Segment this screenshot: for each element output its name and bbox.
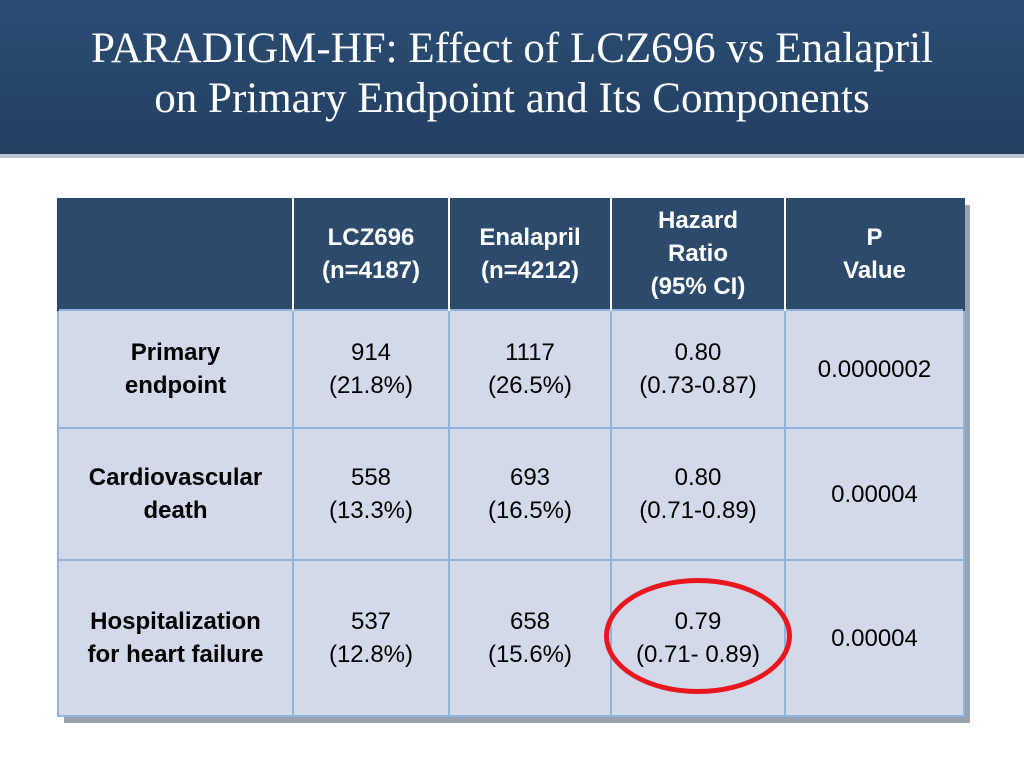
title-line-1: PARADIGM-HF: Effect of LCZ696 vs Enalapr…: [90, 25, 933, 72]
enalapril-count: 693: [509, 464, 551, 491]
header-enalapril-n: (n=4212): [480, 256, 580, 284]
row-label-line-2: endpoint: [124, 372, 227, 399]
row-label-line-2: death: [143, 497, 208, 524]
header-hazard-ratio-line-3: (95% CI): [650, 273, 746, 300]
title-line-2: on Primary Endpoint and Its Components: [154, 75, 870, 122]
hazard-ratio-ci: (0.71-0.89): [639, 497, 757, 524]
enalapril-cell: 1117 (26.5%): [448, 309, 612, 429]
header-lcz696: LCZ696 (n=4187): [292, 198, 450, 310]
lcz696-count: 537: [350, 608, 392, 635]
lcz696-cell: 537 (12.8%): [292, 559, 450, 717]
header-lcz696-n: (n=4187): [321, 256, 421, 284]
row-label: Hospitalization for heart failure: [57, 559, 294, 717]
hazard-ratio-value: 0.79: [674, 608, 722, 635]
header-enalapril: Enalapril (n=4212): [448, 198, 612, 310]
enalapril-percent: (15.6%): [487, 641, 573, 668]
lcz696-percent: (12.8%): [328, 641, 414, 668]
row-label-line-1: Hospitalization: [90, 608, 261, 635]
header-hazard-ratio-line-1: Hazard: [657, 207, 739, 234]
hazard-ratio-cell: 0.80 (0.73-0.87): [610, 309, 786, 429]
header-enalapril-name: Enalapril: [479, 223, 581, 251]
enalapril-percent: (26.5%): [487, 372, 573, 399]
header-lcz696-name: LCZ696: [327, 223, 415, 251]
enalapril-count: 1117: [505, 339, 555, 366]
lcz696-percent: (13.3%): [328, 497, 414, 524]
hazard-ratio-ci: (0.71- 0.89): [635, 641, 761, 668]
header-empty-cell: [57, 198, 294, 310]
enalapril-count: 658: [509, 608, 551, 635]
header-p-value-line-1: P: [866, 223, 883, 251]
header-p-value: P Value: [784, 198, 965, 310]
row-label: Primary endpoint: [57, 309, 294, 429]
hazard-ratio-ci: (0.73-0.87): [639, 372, 757, 399]
title-bar: PARADIGM-HF: Effect of LCZ696 vs Enalapr…: [0, 0, 1024, 158]
row-label: Cardiovascular death: [57, 427, 294, 561]
slide-title: PARADIGM-HF: Effect of LCZ696 vs Enalapr…: [22, 24, 1002, 124]
lcz696-count: 558: [350, 464, 392, 491]
hazard-ratio-value: 0.80: [674, 339, 722, 366]
table-row-cardiovascular-death: Cardiovascular death 558 (13.3%) 693 (16…: [57, 427, 965, 561]
enalapril-cell: 693 (16.5%): [448, 427, 612, 561]
results-table: LCZ696 (n=4187) Enalapril (n=4212) Hazar…: [57, 198, 965, 717]
header-p-value-line-2: Value: [843, 256, 906, 284]
hazard-ratio-cell-highlighted: 0.79 (0.71- 0.89): [610, 559, 786, 717]
table-row-primary-endpoint: Primary endpoint 914 (21.8%) 1117 (26.5%…: [57, 309, 965, 429]
p-value-cell: 0.00004: [784, 427, 965, 561]
table-header-row: LCZ696 (n=4187) Enalapril (n=4212) Hazar…: [57, 198, 965, 310]
lcz696-count: 914: [350, 339, 392, 366]
enalapril-percent: (16.5%): [487, 497, 573, 524]
lcz696-cell: 914 (21.8%): [292, 309, 450, 429]
table-row-hospitalization-heart-failure: Hospitalization for heart failure 537 (1…: [57, 559, 965, 717]
row-label-line-2: for heart failure: [87, 641, 264, 668]
hazard-ratio-cell: 0.80 (0.71-0.89): [610, 427, 786, 561]
header-hazard-ratio-line-2: Ratio: [668, 240, 728, 267]
p-value-cell: 0.0000002: [784, 309, 965, 429]
lcz696-percent: (21.8%): [328, 372, 414, 399]
p-value-cell: 0.00004: [784, 559, 965, 717]
hazard-ratio-value: 0.80: [674, 464, 722, 491]
lcz696-cell: 558 (13.3%): [292, 427, 450, 561]
row-label-line-1: Primary: [130, 339, 221, 366]
enalapril-cell: 658 (15.6%): [448, 559, 612, 717]
header-hazard-ratio: Hazard Ratio (95% CI): [610, 198, 786, 310]
row-label-line-1: Cardiovascular: [88, 464, 263, 491]
